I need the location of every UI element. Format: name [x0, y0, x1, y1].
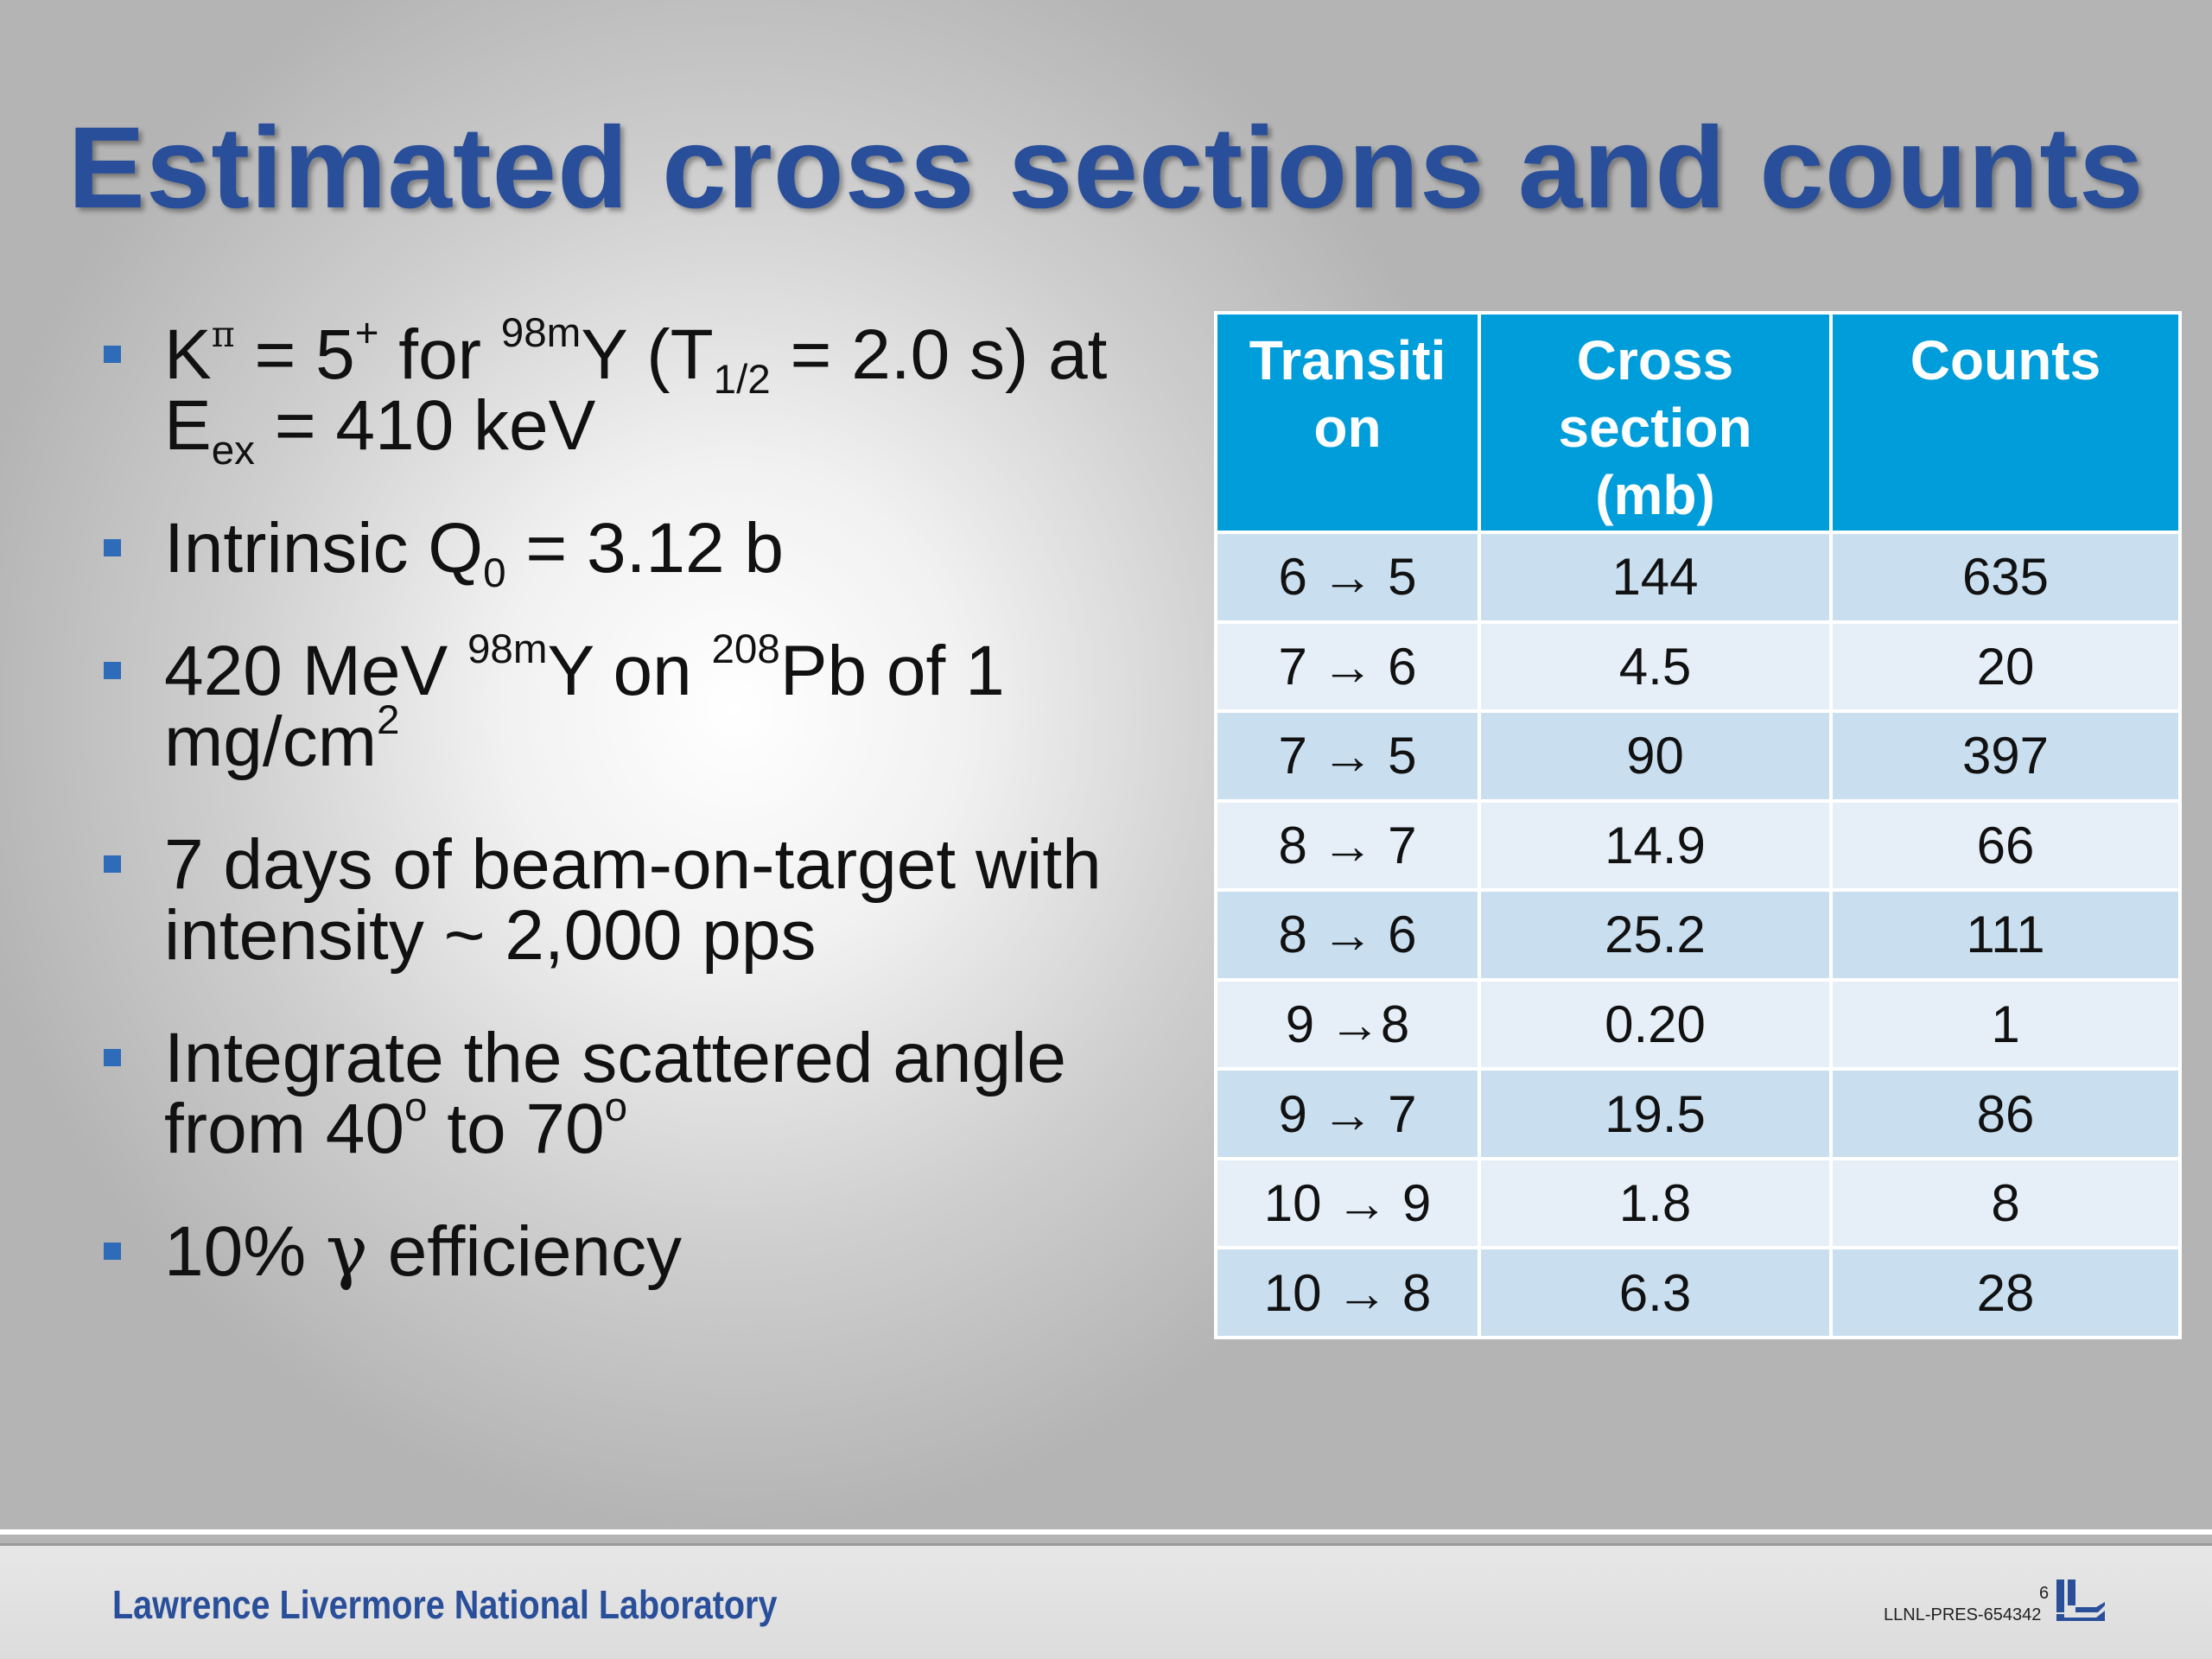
table-row: 10 → 8 6.3 28 [1214, 1246, 2182, 1339]
text: mg/cm [164, 702, 377, 781]
header-cross-section: Cross section (mb) [1478, 311, 1833, 534]
slide-title: Estimated cross sections and counts [67, 104, 2145, 232]
llnl-logo-icon [2056, 1580, 2105, 1621]
bullet-beam-energy: 420 MeV 98mY on 208Pb of 1 mg/cm2 [95, 629, 1201, 781]
text: = 2.0 s) at [770, 315, 1108, 394]
text: = 410 keV [254, 386, 596, 465]
text: for [378, 315, 501, 394]
presentation-code: LLNL-PRES-654342 [1884, 1605, 2042, 1624]
cell-counts: 86 [1829, 1067, 2182, 1160]
superscript: 2 [377, 696, 400, 743]
header-counts: Counts [1829, 311, 2182, 534]
superscript: 208 [711, 626, 780, 672]
subscript: ex [211, 427, 255, 474]
bullet-list: Kπ = 5+ for 98mY (T1/2 = 2.0 s) at Eex = … [95, 313, 1201, 1339]
table-row: 8 → 7 14.9 66 [1214, 798, 2182, 893]
cell-transition: 8 → 6 [1214, 888, 1481, 982]
gamma-symbol: γ [325, 1211, 368, 1293]
cell-transition: 9 → 7 [1214, 1067, 1481, 1160]
text: intensity ~ 2,000 pps [164, 896, 817, 975]
cell-cross-section: 6.3 [1478, 1246, 1833, 1339]
text: Y (T [581, 315, 714, 394]
cell-transition: 7 → 5 [1214, 709, 1481, 803]
bullet-scattered-angle: Integrate the scattered angle from 40o to… [95, 1023, 1201, 1165]
bullet-square-icon [104, 539, 121, 556]
cell-cross-section: 19.5 [1478, 1067, 1833, 1160]
cell-transition: 6 → 5 [1214, 531, 1481, 624]
cell-counts: 20 [1829, 620, 2182, 714]
table-row: 9 → 7 19.5 86 [1214, 1067, 2182, 1160]
subscript: 1/2 [713, 356, 771, 403]
bullet-k-pi: Kπ = 5+ for 98mY (T1/2 = 2.0 s) at Eex = … [95, 313, 1201, 471]
bullet-beam-time: 7 days of beam-on-target with intensity ~… [95, 830, 1201, 971]
text: from 40 [164, 1090, 404, 1168]
text: 10% [164, 1212, 326, 1291]
cell-counts: 111 [1829, 888, 2182, 982]
footer-bar [0, 1546, 2212, 1659]
cell-cross-section: 90 [1478, 709, 1833, 803]
table-header-row: Transiti on Cross section (mb) Counts [1214, 311, 2182, 534]
pi-symbol: π [211, 314, 235, 356]
bullet-square-icon [104, 1049, 121, 1066]
cell-cross-section: 14.9 [1478, 798, 1833, 893]
footer-divider [0, 1529, 2212, 1535]
cell-cross-section: 25.2 [1478, 888, 1833, 982]
header-transition: Transiti on [1214, 311, 1481, 534]
text: 7 days of beam-on-target with [164, 825, 1102, 904]
cell-transition: 8 → 7 [1214, 798, 1481, 893]
table-row: 10 → 9 1.8 8 [1214, 1156, 2182, 1250]
text: = 5 [234, 315, 355, 394]
table-row: 6 → 5 144 635 [1214, 531, 2182, 624]
text: Intrinsic Q [164, 509, 484, 588]
subscript: 0 [483, 550, 506, 596]
degree-superscript: o [604, 1084, 628, 1130]
table-row: 7 → 6 4.5 20 [1214, 620, 2182, 714]
superscript: 98m [500, 309, 582, 356]
text: to 70 [427, 1090, 605, 1168]
bullet-square-icon [104, 1243, 121, 1260]
cell-counts: 8 [1829, 1156, 2182, 1250]
bullet-square-icon [104, 346, 121, 363]
bullet-square-icon [104, 662, 121, 679]
text: efficiency [367, 1212, 683, 1291]
bullet-square-icon [104, 855, 121, 873]
text: Integrate the scattered angle [164, 1019, 1066, 1097]
cell-counts: 397 [1829, 709, 2182, 803]
cell-counts: 1 [1829, 977, 2182, 1071]
superscript: + [354, 309, 379, 356]
cell-transition: 10 → 9 [1214, 1156, 1481, 1250]
footer-divider-shadow [0, 1543, 2212, 1546]
text: E [164, 386, 212, 465]
page-number: 6 [2039, 1584, 2050, 1603]
degree-superscript: o [404, 1084, 428, 1130]
cell-cross-section: 144 [1478, 531, 1833, 624]
table-row: 9 →8 0.20 1 [1214, 977, 2182, 1071]
text: K [164, 315, 212, 394]
cell-cross-section: 4.5 [1478, 620, 1833, 714]
cross-section-table: Transiti on Cross section (mb) Counts 6 → 5… [1214, 311, 2182, 1339]
text: Pb of 1 [779, 632, 1005, 710]
cell-counts: 635 [1829, 531, 2182, 624]
text: Y on [547, 632, 712, 710]
text: = 3.12 b [505, 509, 784, 588]
table-row: 8 → 6 25.2 111 [1214, 888, 2182, 982]
cell-transition: 10 → 8 [1214, 1246, 1481, 1339]
bullet-intrinsic-q0: Intrinsic Q0 = 3.12 b [95, 513, 1201, 594]
cell-transition: 9 →8 [1214, 977, 1481, 1071]
lab-name: Lawrence Livermore National Laboratory [112, 1582, 778, 1627]
cell-transition: 7 → 6 [1214, 620, 1481, 714]
cell-cross-section: 1.8 [1478, 1156, 1833, 1250]
bullet-gamma-efficiency: 10% γ efficiency [95, 1217, 1201, 1287]
table-row: 7 → 5 90 397 [1214, 709, 2182, 803]
cell-counts: 66 [1829, 798, 2182, 893]
superscript: 98m [467, 626, 548, 672]
text: 420 MeV [164, 632, 467, 710]
cell-cross-section: 0.20 [1478, 977, 1833, 1071]
cell-counts: 28 [1829, 1246, 2182, 1339]
